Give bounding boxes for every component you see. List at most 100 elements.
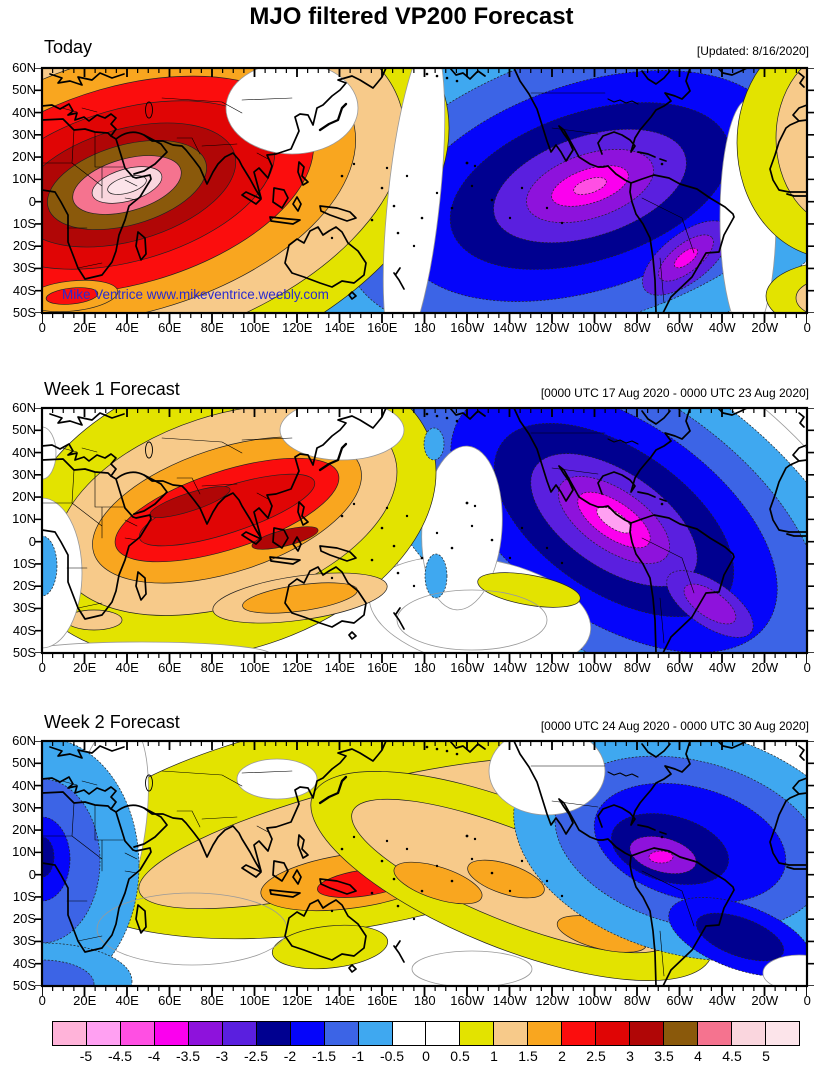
colorbar-swatch bbox=[391, 1022, 426, 1045]
colorbar-swatch bbox=[85, 1022, 120, 1045]
x-axis-labels-week1: 0 20E 40E 60E 80E 100E 120E 140E 160E 180 160W 140W… bbox=[21, 660, 823, 676]
colorbar-swatch bbox=[153, 1022, 188, 1045]
colorbar-swatch bbox=[289, 1022, 324, 1045]
lat-tick-label: 50S bbox=[12, 977, 36, 993]
lat-tick-label: 10N bbox=[12, 511, 36, 527]
lon-tick-label: 120W bbox=[535, 320, 570, 335]
colorbar-swatch bbox=[493, 1022, 528, 1045]
lon-tick-label: 120W bbox=[535, 993, 570, 1008]
colorbar bbox=[52, 1021, 800, 1046]
colorbar-tick-label: 3.5 bbox=[654, 1048, 674, 1064]
colorbar-tick-label: -2.5 bbox=[243, 1048, 269, 1064]
lon-tick-label: 140W bbox=[492, 660, 527, 675]
lon-tick-label: 40E bbox=[115, 320, 139, 335]
lon-tick-label: 160E bbox=[367, 320, 398, 335]
lat-tick-label: 20N bbox=[12, 489, 36, 505]
lon-tick-label: 160W bbox=[450, 993, 485, 1008]
y-axis-labels-week2: 60N 50N 40N 30N 20N 10N 0 10S 20S 30S 40S 50S bbox=[0, 734, 37, 993]
lon-tick-label: 100E bbox=[239, 320, 270, 335]
lat-tick-label: 10S bbox=[12, 888, 36, 904]
colorbar-tick-label: -2 bbox=[283, 1048, 297, 1064]
lat-tick-label: 30S bbox=[12, 933, 36, 949]
colorbar-tick-label: 1 bbox=[490, 1048, 498, 1064]
lat-tick-label: 10N bbox=[12, 844, 36, 860]
colorbar-tick-label: 2 bbox=[558, 1048, 566, 1064]
page-title: MJO filtered VP200 Forecast bbox=[249, 3, 574, 30]
lon-tick-label: 140E bbox=[324, 320, 355, 335]
colorbar-tick-label: -1 bbox=[351, 1048, 365, 1064]
lon-tick-label: 40E bbox=[115, 993, 139, 1008]
lon-tick-label: 140E bbox=[324, 993, 355, 1008]
lat-tick-label: 40S bbox=[12, 622, 36, 638]
lon-tick-label: 120E bbox=[282, 993, 313, 1008]
lon-tick-label: 60W bbox=[666, 660, 694, 675]
lon-tick-label: 40W bbox=[708, 320, 736, 335]
y-axis-labels-week1: 60N 50N 40N 30N 20N 10N 0 10S 20S 30S 40S 50S bbox=[0, 401, 37, 660]
lon-tick-label: 60E bbox=[158, 993, 182, 1008]
colorbar-tick-label: -4 bbox=[147, 1048, 161, 1064]
lon-tick-label: 120W bbox=[535, 660, 570, 675]
lon-tick-label: 0 bbox=[803, 993, 811, 1008]
lon-tick-label: 20W bbox=[751, 320, 779, 335]
colorbar-swatch bbox=[119, 1022, 154, 1045]
panel-week2-date: [0000 UTC 24 Aug 2020 - 0000 UTC 30 Aug … bbox=[540, 719, 809, 733]
lat-tick-label: 30N bbox=[12, 126, 36, 142]
lon-tick-label: 0 bbox=[38, 320, 46, 335]
lon-tick-label: 0 bbox=[38, 660, 46, 675]
colorbar-swatch bbox=[561, 1022, 596, 1045]
lon-tick-label: 80W bbox=[623, 993, 651, 1008]
lon-tick-label: 180 bbox=[413, 320, 436, 335]
watermark: Mike Ventrice www.mikeventrice.weebly.co… bbox=[62, 287, 329, 302]
lat-tick-label: 0 bbox=[28, 193, 36, 209]
lon-tick-label: 100W bbox=[577, 993, 612, 1008]
colorbar-swatch bbox=[697, 1022, 732, 1045]
colorbar-swatch bbox=[425, 1022, 460, 1045]
lat-tick-label: 20N bbox=[12, 149, 36, 165]
colorbar-tick-label: 1.5 bbox=[518, 1048, 538, 1064]
lon-tick-label: 100W bbox=[577, 320, 612, 335]
colorbar-tick-label: -3.5 bbox=[175, 1048, 201, 1064]
colorbar-swatch bbox=[357, 1022, 392, 1045]
colorbar-tick-label: 0 bbox=[422, 1048, 430, 1064]
colorbar-swatch bbox=[221, 1022, 256, 1045]
colorbar-tick-label: 0.5 bbox=[450, 1048, 470, 1064]
lat-tick-label: 30S bbox=[12, 600, 36, 616]
colorbar-swatch bbox=[323, 1022, 358, 1045]
lon-tick-label: 100E bbox=[239, 660, 270, 675]
x-axis-labels-today: 0 20E 40E 60E 80E 100E 120E 140E 160E 180 160W 140W… bbox=[21, 320, 823, 336]
lon-tick-label: 120E bbox=[282, 660, 313, 675]
lon-tick-label: 140W bbox=[492, 993, 527, 1008]
lon-tick-label: 80W bbox=[623, 320, 651, 335]
lon-tick-label: 20W bbox=[751, 993, 779, 1008]
lon-tick-label: 80E bbox=[200, 660, 224, 675]
lat-tick-label: 30N bbox=[12, 466, 36, 482]
lon-tick-label: 80W bbox=[623, 660, 651, 675]
map-week2 bbox=[35, 739, 814, 996]
lat-tick-label: 40N bbox=[12, 104, 36, 120]
colorbar-swatch bbox=[629, 1022, 664, 1045]
colorbar-swatch bbox=[527, 1022, 562, 1045]
colorbar-swatch bbox=[459, 1022, 494, 1045]
lon-tick-label: 160E bbox=[367, 993, 398, 1008]
lat-tick-label: 60N bbox=[12, 60, 36, 75]
panel-today-title: Today bbox=[44, 37, 93, 57]
map-today bbox=[35, 66, 814, 323]
lat-tick-label: 40N bbox=[12, 777, 36, 793]
lon-tick-label: 40W bbox=[708, 660, 736, 675]
lon-tick-label: 0 bbox=[803, 320, 811, 335]
colorbar-tick-label: -5 bbox=[79, 1048, 93, 1064]
lat-tick-label: 50N bbox=[12, 82, 36, 98]
lat-tick-label: 40S bbox=[12, 955, 36, 971]
y-axis-labels-today: 60N 50N 40N 30N 20N 10N 0 10S 20S 30S 40S 50S bbox=[0, 61, 37, 320]
colorbar-tick-label: -4.5 bbox=[107, 1048, 133, 1064]
colorbar-swatch bbox=[595, 1022, 630, 1045]
lon-tick-label: 140E bbox=[324, 660, 355, 675]
x-axis-labels-week2: 0 20E 40E 60E 80E 100E 120E 140E 160E 180 160W 140W… bbox=[21, 993, 823, 1009]
colorbar-swatch bbox=[663, 1022, 698, 1045]
panel-week1-date: [0000 UTC 17 Aug 2020 - 0000 UTC 23 Aug … bbox=[540, 386, 809, 400]
lon-tick-label: 0 bbox=[803, 660, 811, 675]
lon-tick-label: 180 bbox=[413, 993, 436, 1008]
lon-tick-label: 100E bbox=[239, 993, 270, 1008]
lon-tick-label: 40E bbox=[115, 660, 139, 675]
lat-tick-label: 10N bbox=[12, 171, 36, 187]
